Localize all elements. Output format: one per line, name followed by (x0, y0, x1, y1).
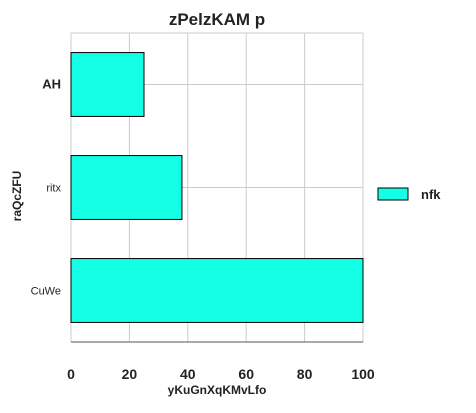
bars (70, 52, 364, 323)
x-tick-label: 80 (297, 366, 313, 382)
y-tick-label: CuWe (31, 286, 61, 298)
x-axis-label: yKuGnXqKMvLfo (168, 383, 267, 397)
legend-swatch (377, 187, 409, 201)
bar-CuWe (70, 258, 364, 323)
x-tick-label: 0 (67, 366, 75, 382)
x-tick-label: 40 (180, 366, 196, 382)
x-tick-label: 100 (351, 366, 375, 382)
y-tick-label: AH (42, 77, 61, 92)
y-tick-label: ritx (46, 183, 61, 195)
x-tick-label: 20 (122, 366, 138, 382)
y-tick-labels: AH ritx CuWe (31, 77, 62, 298)
legend-label: nfk (421, 187, 441, 202)
chart-title: zPelzKAM p (169, 10, 265, 29)
x-tick-label: 60 (238, 366, 254, 382)
y-axis-label: raQcZFU (10, 171, 24, 222)
bar-AH (70, 52, 145, 117)
legend: nfk (377, 187, 441, 202)
x-tick-labels: 0 20 40 60 80 100 (67, 366, 375, 382)
bar-ritx (70, 155, 183, 220)
